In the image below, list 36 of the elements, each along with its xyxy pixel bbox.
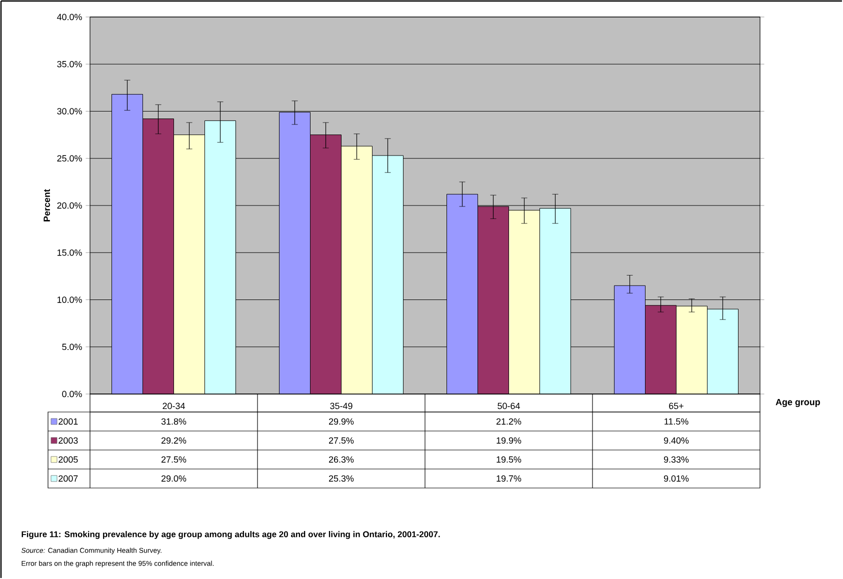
y-tick-label: 5.0% — [62, 344, 82, 350]
x-tick-label: 50-64 — [498, 402, 520, 410]
x-tick-label: 65+ — [669, 402, 684, 410]
legend-label: 2003 — [58, 437, 78, 444]
legend-label: 2005 — [58, 456, 78, 463]
data-label: 19.7% — [496, 475, 522, 482]
data-label: 9.01% — [664, 475, 689, 482]
y-tick-label: 40.0% — [57, 14, 82, 20]
data-label: 29.0% — [162, 475, 186, 482]
x-tick-label: 35-49 — [330, 402, 352, 410]
y-tick-label: 15.0% — [58, 249, 82, 256]
y-axis-title: Percent — [44, 189, 50, 222]
data-label: 31.8% — [161, 418, 186, 425]
y-tick-label: 25.0% — [57, 155, 82, 162]
data-label: 29.9% — [328, 418, 354, 425]
x-axis-title: Age group — [776, 398, 820, 408]
data-label: 27.5% — [328, 437, 354, 444]
data-label: 29.2% — [162, 437, 186, 444]
data-label: 25.3% — [328, 475, 354, 482]
y-tick-label: 10.0% — [58, 296, 82, 303]
data-label: 11.5% — [664, 418, 688, 425]
y-tick-label: 30.0% — [57, 108, 82, 114]
data-label: 9.33% — [664, 456, 689, 463]
data-label: 26.3% — [328, 456, 354, 463]
legend-label: 2001 — [58, 418, 78, 425]
y-tick-label: 35.0% — [57, 60, 82, 68]
data-label: 9.40% — [664, 437, 689, 444]
y-tick-label: 20.0% — [57, 202, 82, 209]
x-tick-label: 20-34 — [162, 402, 185, 410]
y-tick-label: 0.0% — [62, 390, 82, 398]
data-label: 19.9% — [496, 437, 522, 444]
data-label: 27.5% — [162, 456, 186, 463]
legend-label: 2007 — [58, 475, 78, 482]
data-label: 21.2% — [496, 418, 522, 425]
text: Figure 11: Smoking prevalence by age group among adults age 20 and over living in Ontario, 2001-2007. — [22, 531, 440, 539]
data-label: 19.5% — [496, 456, 522, 463]
